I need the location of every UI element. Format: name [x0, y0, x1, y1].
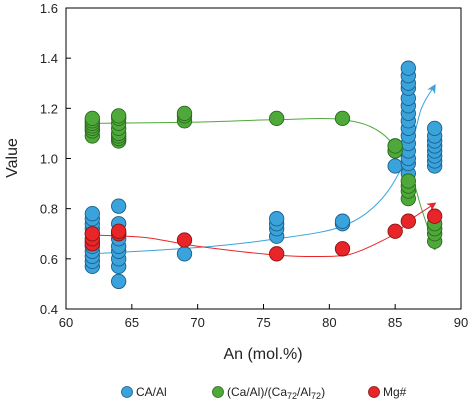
- x-tick-label: 90: [454, 315, 468, 330]
- trend-lines: [92, 84, 437, 258]
- data-point-series-2: [176, 232, 193, 248]
- y-tick-label: 0.4: [40, 302, 58, 317]
- data-point-series-2: [400, 213, 416, 229]
- x-tick-label: 80: [322, 315, 336, 330]
- y-axis-title: Value: [4, 138, 21, 178]
- data-point-series-1: [334, 110, 351, 127]
- data-point-series-1: [387, 138, 403, 154]
- x-tick-label: 75: [256, 315, 270, 330]
- data-point-series-0: [176, 246, 193, 262]
- data-point-series-0: [427, 120, 443, 137]
- legend-label-mg: Mg#: [383, 385, 407, 399]
- data-point-series-1: [176, 105, 193, 122]
- data-point-series-0: [84, 206, 100, 222]
- legend-label-ca-al: CA/Al: [136, 385, 167, 399]
- legend-item-ca-al: CA/Al: [121, 385, 167, 399]
- trend-line-series-2: [92, 202, 437, 258]
- x-axis-title: An (mol.%): [223, 346, 302, 363]
- trend-line-series-1: [92, 118, 437, 251]
- data-point-series-0: [269, 211, 285, 227]
- data-point-series-2: [269, 246, 285, 262]
- legend-label-ratio: (Ca/Al)/(Ca72/Al72): [227, 385, 325, 401]
- y-tick-label: 1.0: [40, 152, 58, 167]
- data-point-series-2: [334, 241, 351, 257]
- data-points: [84, 60, 443, 290]
- x-tick-label: 65: [125, 315, 139, 330]
- y-axis-ticks: 0.4 0.6 0.8 1.0 1.2 1.4 1.6: [40, 1, 71, 317]
- x-axis-ticks: 60 65 70 75 80 85 90: [59, 304, 468, 330]
- data-point-series-2: [427, 208, 443, 224]
- legend-item-ratio: (Ca/Al)/(Ca72/Al72): [212, 385, 325, 401]
- data-point-series-0: [387, 158, 403, 174]
- y-tick-label: 1.6: [40, 1, 58, 16]
- data-point-series-1: [400, 173, 416, 189]
- trend-line-series-0: [92, 84, 436, 255]
- legend-marker-ratio: [212, 386, 224, 398]
- y-tick-label: 1.2: [40, 101, 58, 116]
- data-point-series-0: [111, 273, 127, 290]
- y-tick-label: 0.6: [40, 252, 58, 267]
- y-tick-label: 1.4: [40, 51, 58, 66]
- y-tick-label: 0.8: [40, 202, 58, 217]
- data-point-series-1: [269, 110, 285, 127]
- data-point-series-1: [111, 108, 127, 124]
- data-point-series-2: [111, 223, 127, 239]
- legend: CA/Al (Ca/Al)/(Ca72/Al72) Mg#: [121, 385, 407, 401]
- data-point-series-0: [111, 198, 127, 214]
- x-tick-label: 60: [59, 315, 73, 330]
- data-point-series-2: [387, 223, 403, 239]
- data-point-series-0: [400, 60, 416, 76]
- legend-marker-mg: [368, 386, 380, 398]
- data-point-series-0: [334, 213, 351, 229]
- data-point-series-1: [84, 110, 100, 127]
- legend-item-mg: Mg#: [368, 385, 407, 399]
- data-point-series-2: [84, 226, 100, 242]
- x-tick-label: 85: [388, 315, 402, 330]
- legend-marker-ca-al: [121, 386, 133, 398]
- x-tick-label: 70: [190, 315, 204, 330]
